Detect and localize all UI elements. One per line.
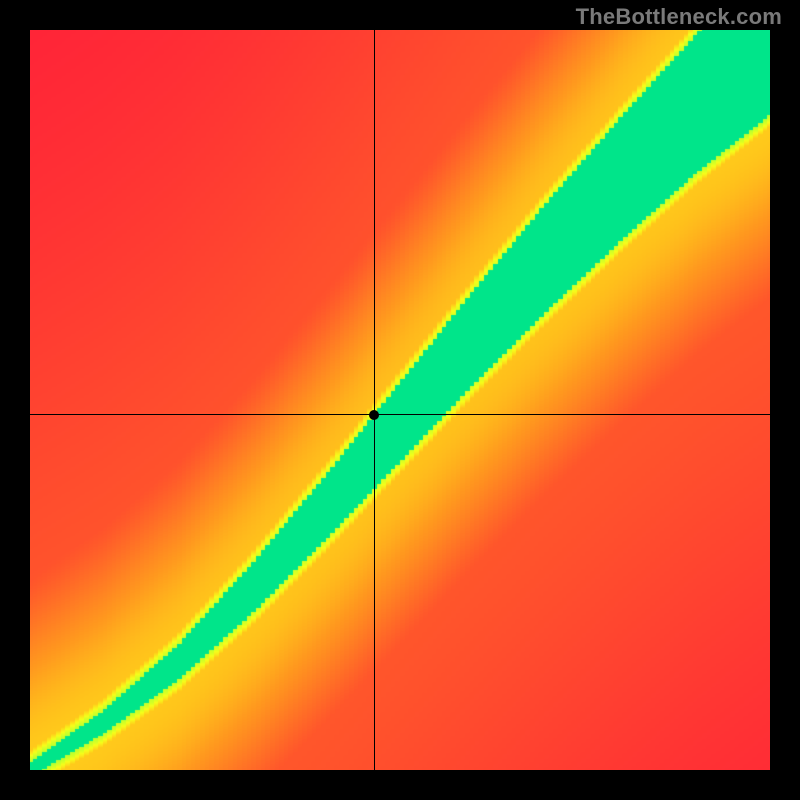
chart-container: TheBottleneck.com bbox=[0, 0, 800, 800]
plot-area bbox=[30, 30, 770, 770]
heatmap-canvas bbox=[30, 30, 770, 770]
marker-dot bbox=[369, 410, 379, 420]
crosshair-horizontal bbox=[30, 414, 770, 415]
watermark-text: TheBottleneck.com bbox=[576, 4, 782, 30]
crosshair-vertical bbox=[374, 30, 375, 770]
